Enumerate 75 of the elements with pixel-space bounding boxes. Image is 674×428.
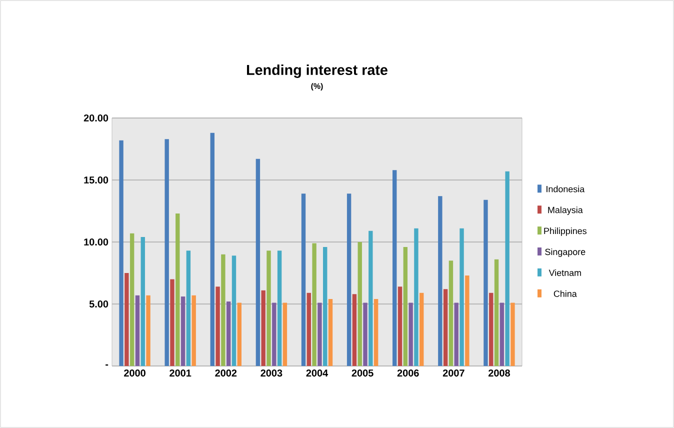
bar [448,260,454,366]
bar [232,256,236,366]
bar [494,259,499,366]
bar [414,228,418,366]
bar [256,158,260,366]
legend-label: Malaysia [548,206,583,215]
legend-label: Vietnam [548,269,581,276]
legend-label: Indonesia [546,186,585,192]
bar [226,302,231,366]
bar [261,290,266,366]
bar [510,302,515,366]
bar [454,302,458,366]
bar [176,213,180,366]
bar [237,302,242,366]
bar [210,132,214,366]
bar [368,230,373,366]
bar [363,302,368,366]
bar [180,296,186,366]
bar [186,250,191,366]
bar [140,237,145,366]
bar [164,139,169,366]
x-tick-label: 2003 [260,370,282,377]
bar [119,140,124,366]
bar [392,170,397,366]
bar [500,302,504,366]
bar [398,286,402,366]
legend-label: Singapore [545,248,586,257]
bar [312,243,316,366]
bar [505,171,510,366]
x-tick-label: 2004 [306,370,328,377]
bar [282,302,288,366]
bar [221,254,226,366]
y-tick-label: 20.00 [84,114,108,122]
y-tick-label: - [106,364,108,366]
x-tick-label: 2006 [397,370,419,377]
x-tick-label: 2001 [170,370,192,377]
bar [403,246,408,366]
x-tick-label: 2000 [124,370,146,377]
bar [266,250,271,366]
bar [358,242,362,366]
bar [124,273,129,366]
x-tick-label: 2008 [488,370,510,377]
bar [352,294,357,366]
bar [408,302,413,366]
bar [374,299,378,366]
bar [489,292,494,366]
bar [306,292,311,366]
bar [192,295,196,366]
bar [460,228,464,366]
bar [443,289,448,366]
bar [277,250,282,366]
y-tick-label: 10.00 [84,238,108,246]
x-tick-label: 2005 [352,370,374,377]
bar [216,286,220,366]
x-tick-label: 2002 [215,370,237,377]
bar [328,299,333,366]
bar [323,246,328,366]
bar [438,196,442,366]
bar [301,194,306,366]
bar [346,194,352,366]
y-tick-label: 15.00 [84,176,108,184]
bar [318,302,322,366]
bar [130,233,134,366]
chart-title: Lending interest rate [247,64,388,78]
legend-label: China [554,290,577,297]
x-tick-label: 2007 [442,370,464,377]
bar [484,200,488,366]
bar [146,295,150,366]
bar [272,302,276,366]
y-tick-label: 5.00 [89,300,108,308]
legend-label: Philippines [544,228,587,236]
bar [465,275,470,366]
bar [420,292,424,366]
bar [135,295,140,366]
bar [170,279,174,366]
